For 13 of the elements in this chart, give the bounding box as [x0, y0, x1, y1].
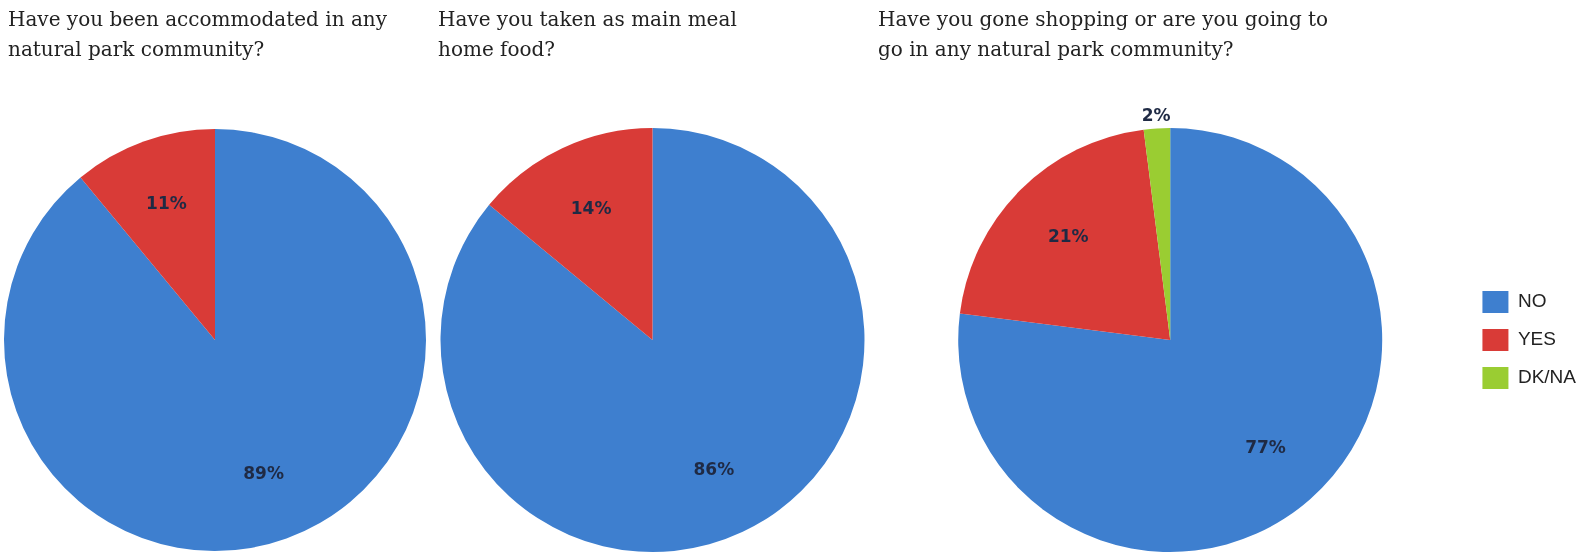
data-label: 2%	[1141, 104, 1171, 125]
chart-title: Have you been accommodated in any natural park community?	[8, 6, 388, 63]
data-label: 21%	[1047, 226, 1089, 247]
data-label: 77%	[1245, 436, 1286, 457]
data-label: 86%	[693, 458, 735, 479]
legend-label: NO	[1517, 290, 1547, 312]
chart-title: Have you taken as main meal home food?	[438, 6, 738, 63]
data-label: 11%	[146, 193, 187, 214]
legend-label: YES	[1517, 328, 1556, 350]
data-label: 14%	[570, 197, 612, 218]
chart-title: Have you gone shopping or are you going to go in any natural park community?	[878, 6, 1330, 63]
data-label: 89%	[243, 463, 284, 484]
legend-label: DK/NA	[1517, 366, 1577, 388]
